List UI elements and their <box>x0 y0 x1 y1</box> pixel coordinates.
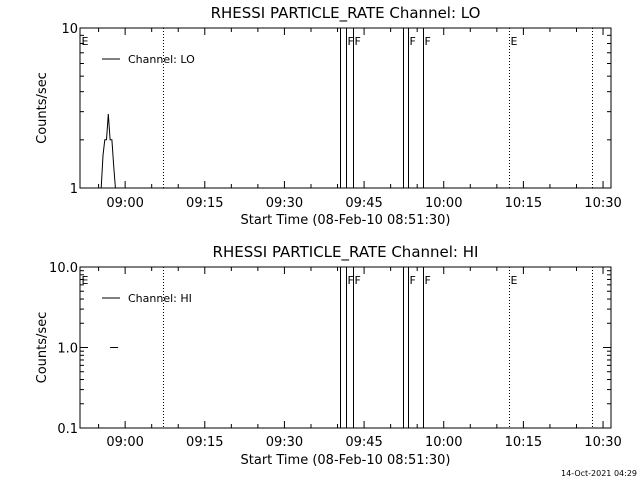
annotation-label: E <box>511 274 518 287</box>
legend-label: Channel: LO <box>128 53 195 66</box>
y-tick-label: 1 <box>70 182 78 197</box>
x-tick-label: 10:15 <box>505 435 542 450</box>
annotation-label: F <box>355 35 361 48</box>
annotation-label: F <box>355 274 361 287</box>
annotation-label: E <box>511 35 518 48</box>
chart-title: RHESSI PARTICLE_RATE Channel: HI <box>213 243 479 262</box>
y-tick-label: 1.0 <box>57 342 78 357</box>
annotation-label: F <box>410 35 416 48</box>
x-tick-label: 10:30 <box>584 435 621 450</box>
x-tick-label: 10:30 <box>584 196 621 211</box>
annotation-label: F <box>348 35 354 48</box>
annotation-label: F <box>410 274 416 287</box>
chart-title: RHESSI PARTICLE_RATE Channel: LO <box>211 4 481 23</box>
x-tick-label: 09:45 <box>345 435 382 450</box>
footer-timestamp: 14-Oct-2021 04:29 <box>561 469 637 478</box>
x-tick-label: 09:30 <box>266 435 303 450</box>
x-tick-label: 09:45 <box>345 196 382 211</box>
y-axis-label: Counts/sec <box>35 312 50 384</box>
x-tick-label: 09:15 <box>186 196 223 211</box>
x-axis-label: Start Time (08-Feb-10 08:51:30) <box>241 213 451 228</box>
x-tick-label: 10:15 <box>505 196 542 211</box>
x-tick-label: 09:15 <box>186 435 223 450</box>
x-tick-label: 09:00 <box>106 435 143 450</box>
annotation-label: E <box>82 274 89 287</box>
x-axis-label: Start Time (08-Feb-10 08:51:30) <box>241 453 451 468</box>
data-series-line <box>100 113 116 189</box>
chart-lo-channel: RHESSI PARTICLE_RATE Channel: LOE F F F F E09… <box>35 4 622 228</box>
y-tick-label: 10.0 <box>49 261 78 276</box>
legend-label: Channel: HI <box>128 292 192 305</box>
x-tick-label: 10:00 <box>425 196 462 211</box>
plot-frame <box>79 27 612 189</box>
x-tick-label: 10:00 <box>425 435 462 450</box>
x-tick-label: 09:30 <box>266 196 303 211</box>
annotation-label: F <box>425 35 431 48</box>
annotation-label: F <box>348 274 354 287</box>
y-tick-label: 0.1 <box>57 422 78 437</box>
chart-hi-channel: RHESSI PARTICLE_RATE Channel: HIE F F F F E09… <box>35 243 622 468</box>
y-axis-label: Counts/sec <box>35 72 50 144</box>
y-tick-label: 10 <box>61 22 78 37</box>
x-tick-label: 09:00 <box>106 196 143 211</box>
annotation-label: E <box>82 35 89 48</box>
annotation-label: F <box>425 274 431 287</box>
